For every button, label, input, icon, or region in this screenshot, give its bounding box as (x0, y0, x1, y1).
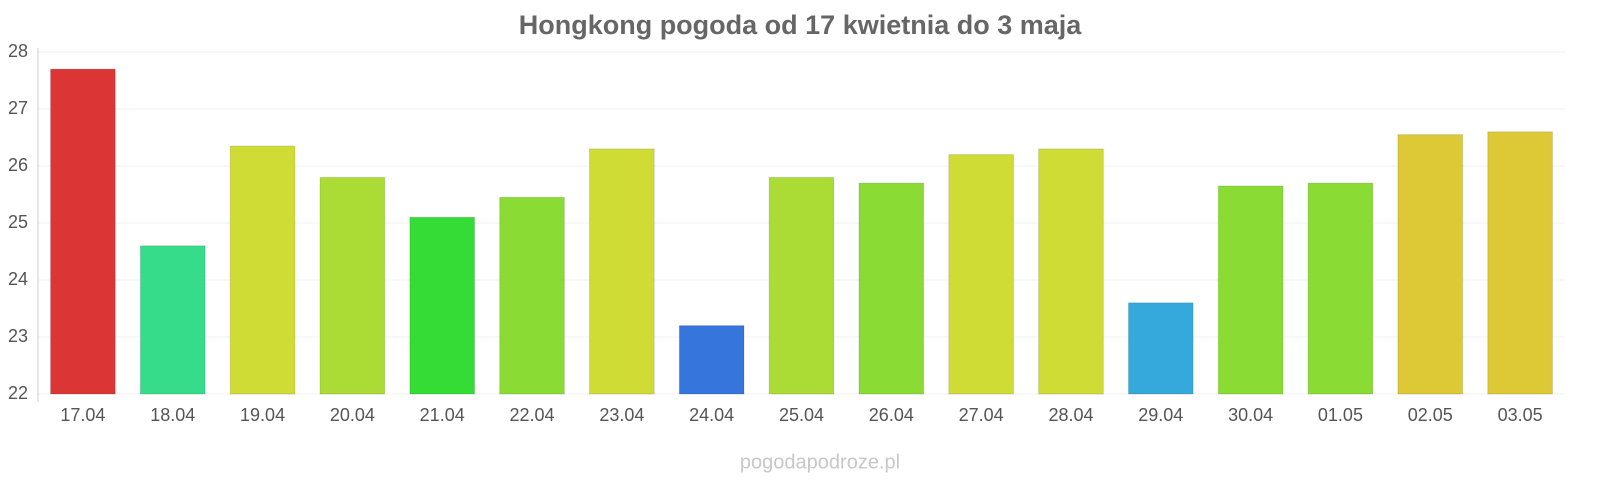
x-tick-label: 26.04 (869, 405, 914, 425)
chart-title: Hongkong pogoda od 17 kwietnia do 3 maja (519, 10, 1083, 40)
bar (499, 196, 565, 395)
bar (948, 154, 1014, 395)
y-tick-label: 25 (8, 212, 28, 232)
x-tick-label: 19.04 (240, 405, 285, 425)
x-tick-label: 28.04 (1048, 405, 1093, 425)
x-tick-label: 22.04 (510, 405, 555, 425)
y-tick-label: 27 (8, 98, 28, 118)
y-tick-label: 28 (8, 41, 28, 61)
x-tick-label: 17.04 (60, 405, 105, 425)
bar (1038, 148, 1104, 395)
x-tick-label: 03.05 (1498, 405, 1543, 425)
bar (139, 245, 206, 395)
x-tick-label: 21.04 (420, 405, 465, 425)
bar (768, 176, 835, 395)
x-tick-label: 02.05 (1408, 405, 1453, 425)
source: pogodapodroze.pl (740, 451, 900, 473)
y-tick-label: 24 (8, 269, 28, 289)
x-tick-label: 23.04 (599, 405, 644, 425)
y-tick-label: 26 (8, 155, 28, 175)
bar (1217, 185, 1284, 395)
bar (1127, 302, 1194, 395)
bar (589, 148, 655, 395)
x-tick-label: 20.04 (330, 405, 375, 425)
bar (1307, 182, 1374, 395)
y-tick-label: 23 (8, 326, 28, 346)
bar (50, 68, 116, 395)
x-tick-label: 24.04 (689, 405, 734, 425)
bar (1487, 131, 1553, 395)
bar (319, 176, 386, 395)
bar (229, 145, 296, 395)
x-tick-label: 18.04 (150, 405, 195, 425)
bar (678, 325, 745, 395)
y-tick-label: 22 (8, 383, 28, 403)
bar (858, 182, 925, 395)
x-tick-label: 30.04 (1228, 405, 1273, 425)
bar (409, 216, 476, 395)
bar (1397, 134, 1464, 395)
x-tick-label: 29.04 (1138, 405, 1183, 425)
x-tick-label: 27.04 (959, 405, 1004, 425)
x-tick-label: 01.05 (1318, 405, 1363, 425)
x-tick-label: 25.04 (779, 405, 824, 425)
